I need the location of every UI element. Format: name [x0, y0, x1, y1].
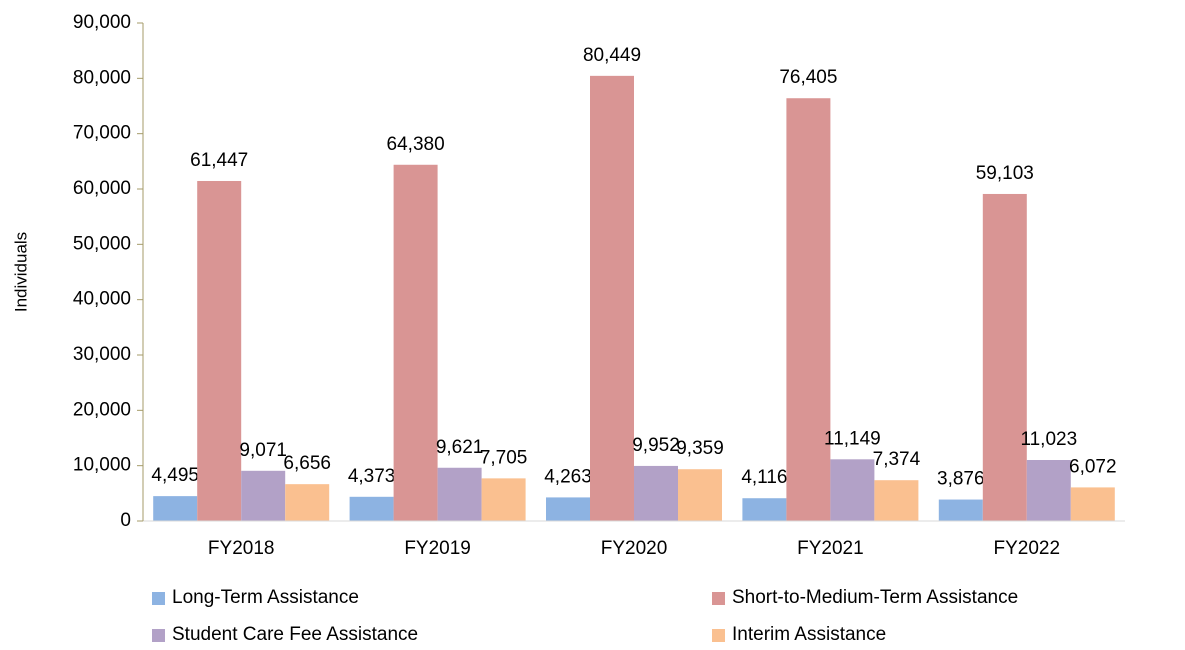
bar [393, 164, 438, 522]
value-label: 4,495 [151, 465, 199, 486]
value-label: 64,380 [387, 134, 445, 155]
bar [481, 478, 526, 521]
y-axis-label: Individuals [11, 232, 30, 312]
y-tick-label: 10,000 [73, 455, 131, 476]
value-label: 9,071 [239, 440, 287, 461]
value-label: 7,374 [873, 449, 921, 470]
bar [241, 470, 286, 521]
legend-label: Long-Term Assistance [172, 587, 359, 608]
y-tick-label: 50,000 [73, 233, 131, 254]
value-label: 6,656 [283, 453, 331, 474]
value-label: 9,359 [676, 438, 724, 459]
y-tick-label: 90,000 [73, 12, 131, 33]
legend-swatch [712, 629, 725, 642]
value-label: 4,116 [741, 467, 787, 488]
value-label: 59,103 [976, 163, 1034, 184]
y-tick-label: 80,000 [73, 67, 131, 88]
bar [742, 498, 787, 521]
value-label: 9,621 [436, 437, 484, 458]
bar [982, 193, 1027, 522]
value-label: 11,149 [824, 428, 881, 449]
legend-swatch [152, 592, 165, 605]
bar [437, 467, 482, 521]
legend-label: Student Care Fee Assistance [172, 624, 418, 645]
x-tick-label: FY2020 [601, 538, 668, 559]
y-tick-label: 20,000 [73, 399, 131, 420]
value-label: 6,072 [1069, 456, 1117, 477]
bar [546, 497, 590, 521]
x-tick-label: FY2019 [404, 538, 471, 559]
y-tick-label: 70,000 [73, 123, 131, 144]
y-tick-label: 0 [120, 510, 131, 531]
y-tick-label: 60,000 [73, 178, 131, 199]
bar [349, 496, 394, 521]
bar [590, 75, 634, 521]
value-label: 80,449 [583, 45, 641, 66]
legend-label: Interim Assistance [732, 624, 886, 645]
bar [1026, 460, 1071, 521]
bar [197, 180, 242, 521]
value-label: 9,952 [632, 435, 680, 456]
value-label: 7,705 [480, 447, 528, 468]
legend-swatch [712, 592, 725, 605]
bar [1070, 487, 1115, 521]
value-label: 4,263 [544, 466, 592, 487]
bar [786, 98, 831, 521]
value-label: 3,876 [937, 469, 985, 490]
x-tick-label: FY2021 [797, 538, 864, 559]
bar [874, 480, 919, 521]
legend-swatch [152, 629, 165, 642]
value-label: 61,447 [190, 150, 248, 171]
bar [634, 465, 678, 521]
y-tick-label: 30,000 [73, 344, 131, 365]
legend-label: Short-to-Medium-Term Assistance [732, 587, 1018, 608]
bar [285, 484, 330, 521]
bar [938, 499, 983, 521]
value-label: 76,405 [779, 67, 837, 88]
bar [153, 496, 198, 521]
bar [830, 459, 875, 521]
value-label: 4,373 [348, 466, 396, 487]
value-label: 11,023 [1020, 429, 1077, 450]
x-tick-label: FY2022 [994, 538, 1061, 559]
x-tick-label: FY2018 [208, 538, 275, 559]
bar [678, 469, 722, 521]
y-tick-label: 40,000 [73, 289, 131, 310]
